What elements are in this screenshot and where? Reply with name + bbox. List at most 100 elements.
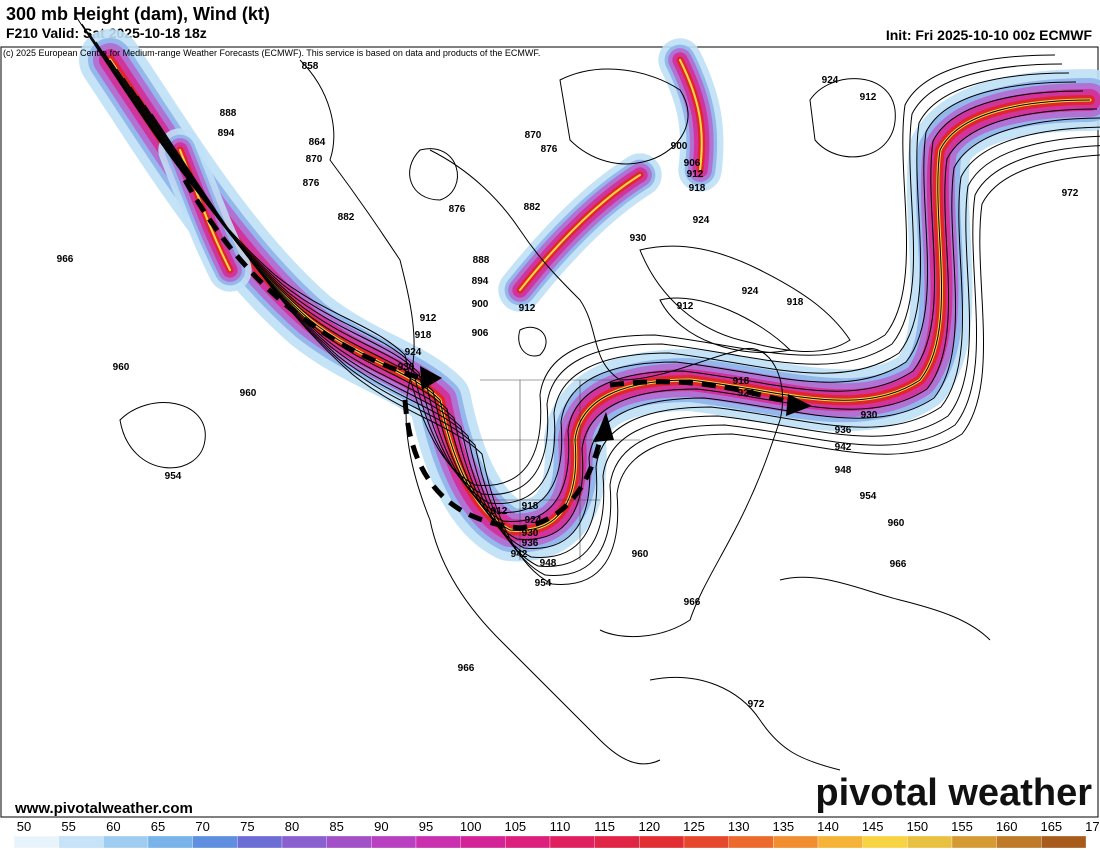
contour-label: 942 [835, 442, 852, 453]
colorbar-segment [505, 835, 551, 849]
contour-label: 966 [890, 559, 907, 570]
contour-label: 960 [632, 549, 649, 560]
colorbar-segment [192, 835, 238, 849]
contour-label: 864 [309, 137, 326, 148]
colorbar-segment [415, 835, 461, 849]
colorbar-tick-label: 135 [772, 819, 794, 834]
colorbar-tick-label: 130 [728, 819, 750, 834]
contour-line [81, 23, 1063, 495]
contour-label: 924 [742, 286, 759, 297]
colorbar-tick-label: 160 [996, 819, 1018, 834]
contour-label: 912 [519, 303, 536, 314]
colorbar-tick-label: 50 [17, 819, 31, 834]
contour-label: 894 [472, 276, 489, 287]
colorbar-segment [147, 835, 193, 849]
contour-line [74, 14, 1056, 486]
colorbar-tick-label: 100 [460, 819, 482, 834]
contour-label: 954 [165, 471, 182, 482]
colorbar-tick-label: 95 [419, 819, 433, 834]
colorbar-tick-label: 120 [638, 819, 660, 834]
colorbar-segment [594, 835, 640, 849]
contour-label: 924 [405, 347, 422, 358]
colorbar-segment [371, 835, 417, 849]
contour-label: 918 [689, 183, 706, 194]
contour-label: 948 [540, 558, 557, 569]
colorbar-segment [862, 835, 908, 849]
colorbar: 50 55 60 65 70 75 80 85 90 95 100 105 110 115 120 125 13… [13, 819, 1100, 849]
contour-label: 888 [473, 255, 490, 266]
colorbar-segment [237, 835, 283, 849]
contour-labels: 858 888 894 864 870 876 882 966 960 960 954 876 870 8… [57, 61, 1079, 710]
contour-label: 972 [748, 699, 765, 710]
contour-line [659, 297, 792, 354]
colorbar-segment [281, 835, 327, 849]
colorbar-segment [683, 835, 729, 849]
colorbar-tick-label: 55 [61, 819, 75, 834]
contour-label: 918 [787, 297, 804, 308]
contour-label: 882 [524, 202, 541, 213]
logo: pivotal weather [815, 772, 1092, 814]
contour-label: 936 [522, 538, 539, 549]
west-coast [299, 59, 661, 765]
contour-label: 900 [472, 299, 489, 310]
colorbar-tick-label: 60 [106, 819, 120, 834]
contour-label: 870 [306, 154, 323, 165]
borders [470, 379, 640, 560]
colorbar-tick-label: 155 [951, 819, 973, 834]
contour-label: 894 [218, 128, 235, 139]
colorbar-tick-label: 80 [285, 819, 299, 834]
colorbar-tick-label: 150 [906, 819, 928, 834]
caribbean [779, 576, 991, 641]
contour-label: 876 [541, 144, 558, 155]
contour-label: 972 [1062, 188, 1079, 199]
colorbar-segment [773, 835, 819, 849]
arrow-head [420, 366, 442, 390]
contour-label: 936 [835, 425, 852, 436]
contour-line [123, 77, 1100, 549]
colorbar-segment [951, 835, 997, 849]
arrow-head [786, 394, 812, 416]
contour-label: 912 [420, 313, 437, 324]
trough-arrows [182, 178, 812, 531]
contour-line [109, 59, 1091, 531]
east-coast [429, 149, 784, 638]
colorbar-tick-label: 70 [195, 819, 209, 834]
colorbar-tick-label: 115 [594, 819, 615, 834]
contour-label: 918 [733, 376, 750, 387]
contour-label: 948 [835, 465, 852, 476]
contour-label: 930 [861, 410, 878, 421]
contour-label: 876 [303, 178, 320, 189]
colorbar-segment [817, 835, 863, 849]
flow-arrow [182, 178, 421, 381]
contour-line [88, 32, 1070, 504]
contour-label: 912 [860, 92, 877, 103]
contour-line [144, 104, 1100, 576]
contour-label: 930 [522, 528, 539, 539]
contour-label: 906 [472, 328, 489, 339]
colorbar-segment [728, 835, 774, 849]
title: 300 mb Height (dam), Wind (kt) [6, 4, 270, 24]
contour-label: 912 [491, 506, 508, 517]
contour-line [130, 86, 1100, 558]
contour-label: 924 [738, 388, 755, 399]
contour-label: 876 [449, 204, 466, 215]
contour-label: 966 [458, 663, 475, 674]
contour-line [95, 41, 1077, 513]
colorbar-tick-label: 140 [817, 819, 839, 834]
flow-arrow [609, 379, 791, 405]
colorbar-tick-label: 170 [1085, 819, 1100, 834]
colorbar-segment [326, 835, 372, 849]
colorbar-segment [13, 835, 59, 849]
contour-label: 888 [220, 108, 237, 119]
colorbar-segment [639, 835, 685, 849]
credit: (c) 2025 European Centre for Medium-rang… [3, 48, 540, 58]
contour-line [809, 78, 896, 158]
contour-label: 930 [630, 233, 647, 244]
contour-line [151, 113, 1100, 585]
colorbar-tick-label: 125 [683, 819, 705, 834]
central-america [649, 676, 841, 771]
arctic-islands [559, 68, 689, 165]
colorbar-tick-label: 165 [1040, 819, 1062, 834]
